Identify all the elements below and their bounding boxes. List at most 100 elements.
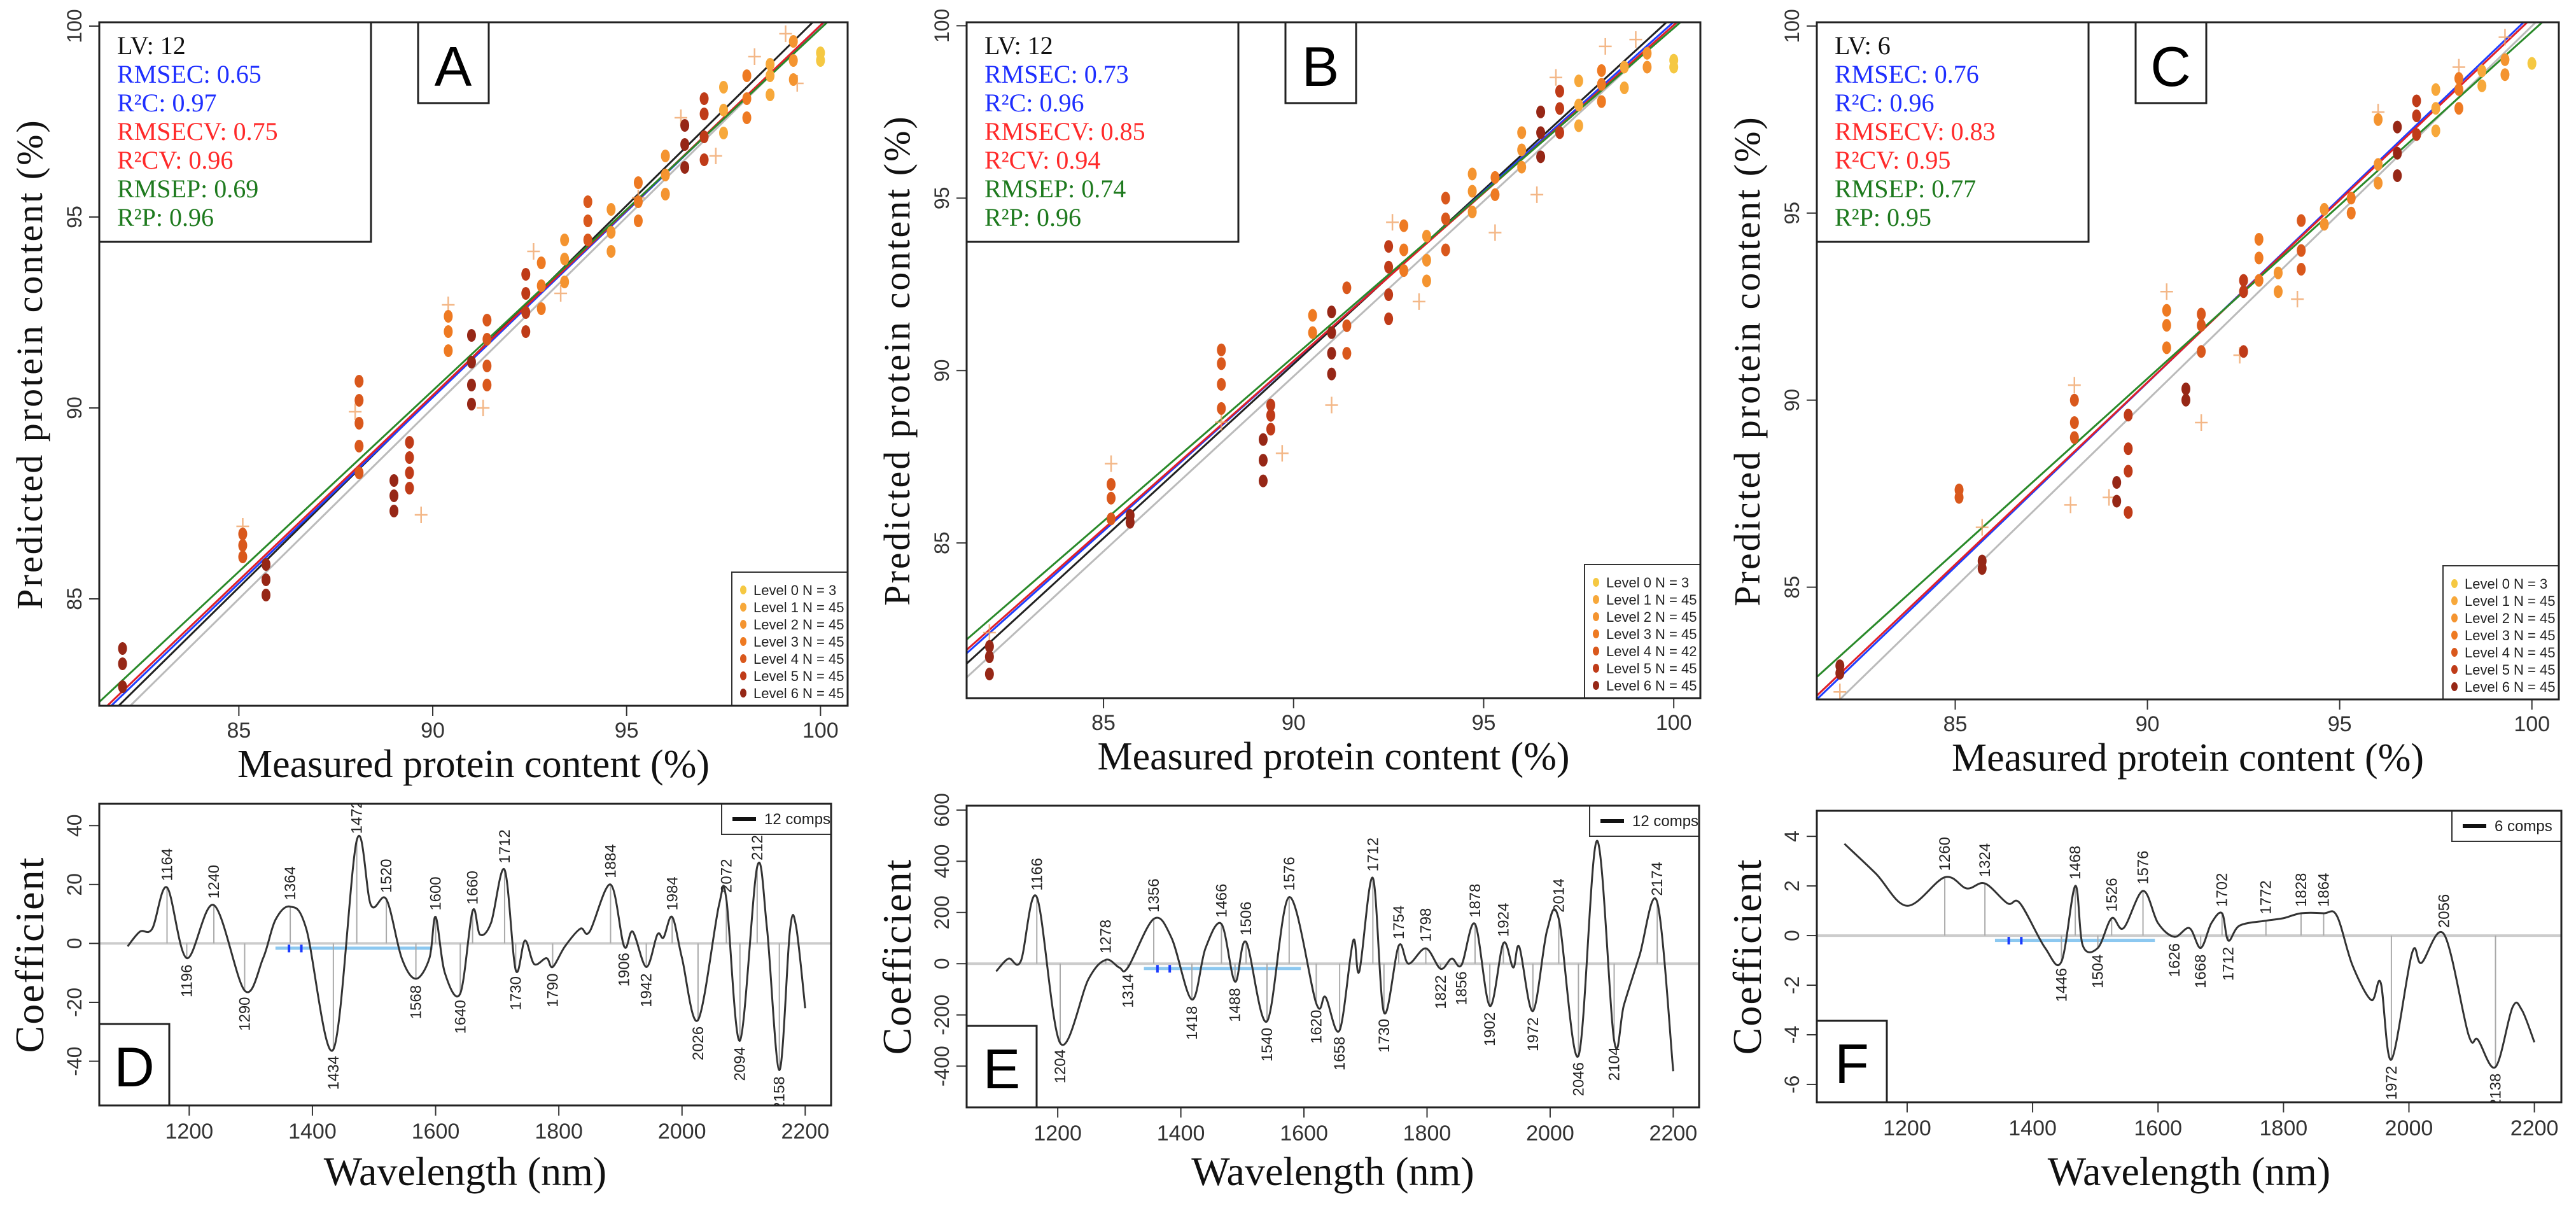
cross-point <box>1275 445 1289 462</box>
plot-area <box>967 22 1682 681</box>
cross-point <box>983 624 996 642</box>
data-point <box>1384 260 1394 274</box>
data-point <box>816 46 825 59</box>
data-point <box>1107 478 1116 491</box>
panel-b: 85 90 95 100 85 90 95 100 Measured protein conte… <box>876 9 1702 778</box>
peak-label: 1446 <box>2053 968 2070 1002</box>
data-point <box>262 573 271 586</box>
panel-letter-box: D <box>98 1023 171 1107</box>
data-point <box>2320 218 2329 231</box>
data-point <box>405 466 414 479</box>
cross-point <box>1629 31 1642 48</box>
data-point <box>466 379 476 391</box>
data-point <box>2412 128 2421 141</box>
x-tick-label: 85 <box>1943 712 1968 736</box>
peak-label: 1658 <box>1331 1037 1348 1070</box>
data-point <box>606 203 616 216</box>
data-point <box>1642 46 1652 60</box>
peak-label: 1660 <box>465 871 482 904</box>
data-point <box>2254 251 2264 265</box>
y-tick-label: 40 <box>63 814 86 837</box>
y-tick-label: 20 <box>63 873 86 896</box>
stat-line: R²C: 0.96 <box>1835 88 1934 117</box>
data-point <box>405 436 414 449</box>
data-point <box>354 466 364 479</box>
highlight-marker <box>1168 965 1172 973</box>
peak-label: 1712 <box>496 829 514 863</box>
data-point <box>606 226 616 239</box>
plot-area: 1164 1196 1240 1290 1364 1434 1472 1520 1568 1600… <box>99 804 831 1105</box>
data-point <box>1308 326 1317 339</box>
peak-label: 1434 <box>325 1056 342 1090</box>
panel-letter-box: F <box>1816 1020 1888 1104</box>
data-point <box>389 474 399 487</box>
regression-line-green <box>99 22 829 703</box>
legend-marker <box>2451 648 2458 657</box>
data-point <box>788 73 798 86</box>
peak-label: 1364 <box>282 866 299 900</box>
panel-letter: E <box>983 1037 1021 1100</box>
stat-line: RMSEC: 0.76 <box>1835 60 1979 88</box>
stat-line: LV: 12 <box>117 31 186 60</box>
y-tick-label: 90 <box>63 396 86 419</box>
legend-entry: Level 6 N = 45 <box>753 685 844 701</box>
legend-marker <box>740 620 746 629</box>
data-point <box>633 176 643 189</box>
cross-point <box>1386 214 1399 231</box>
y-tick-label: 85 <box>1781 576 1803 599</box>
legend-entry: Level 6 N = 45 <box>2465 679 2555 695</box>
data-point <box>1467 206 1477 219</box>
stat-line: LV: 12 <box>984 31 1053 60</box>
data-point <box>1258 454 1268 467</box>
data-point <box>466 329 476 342</box>
panel-c: 85 90 95 100 85 90 95 100 Measured protein conte… <box>1726 9 2560 780</box>
data-point <box>1597 95 1606 108</box>
data-point <box>2527 57 2537 70</box>
data-point <box>2124 465 2133 478</box>
data-point <box>2254 274 2264 287</box>
data-point <box>742 111 752 124</box>
data-point <box>2297 244 2306 257</box>
legend-marker <box>2451 682 2458 691</box>
legend-marker <box>740 637 746 646</box>
coefficient-curve <box>995 839 1674 1072</box>
peak-label: 2056 <box>2436 894 2453 928</box>
peak-label: 1576 <box>2135 851 2152 885</box>
data-point <box>984 668 994 681</box>
legend-marker <box>1593 681 1599 690</box>
data-point <box>2393 120 2402 134</box>
data-point <box>2162 341 2171 354</box>
data-point <box>2181 382 2190 396</box>
legend: 12 comps <box>1589 805 1700 837</box>
data-point <box>560 276 570 288</box>
cross-point <box>1412 293 1425 310</box>
data-point <box>2393 146 2402 160</box>
x-tick-label: 100 <box>1656 711 1692 735</box>
data-point <box>1441 192 1450 205</box>
highlight-marker <box>2020 937 2023 945</box>
cross-point <box>1833 684 1847 699</box>
cross-point <box>2160 283 2173 300</box>
data-point <box>2239 285 2248 298</box>
peak-label: 1730 <box>507 976 524 1010</box>
peak-label: 1204 <box>1052 1049 1069 1083</box>
legend: 6 comps <box>2451 810 2562 842</box>
peak-label: 1856 <box>1453 971 1471 1005</box>
y-tick-label: 95 <box>1781 202 1803 225</box>
peak-label: 1240 <box>206 865 223 899</box>
y-tick-label: -2 <box>1781 976 1803 994</box>
y-tick-label: 200 <box>930 895 953 929</box>
data-point <box>238 550 248 563</box>
data-point <box>1490 188 1500 201</box>
data-point <box>118 642 127 655</box>
x-tick-label: 1200 <box>165 1119 214 1144</box>
legend-marker <box>2451 614 2458 622</box>
data-point <box>1422 274 1431 288</box>
data-point <box>788 54 798 67</box>
stat-line: RMSEP: 0.77 <box>1835 174 1976 203</box>
peak-label: 2014 <box>1550 878 1567 912</box>
cross-point <box>349 403 362 420</box>
data-point <box>1620 60 1629 74</box>
